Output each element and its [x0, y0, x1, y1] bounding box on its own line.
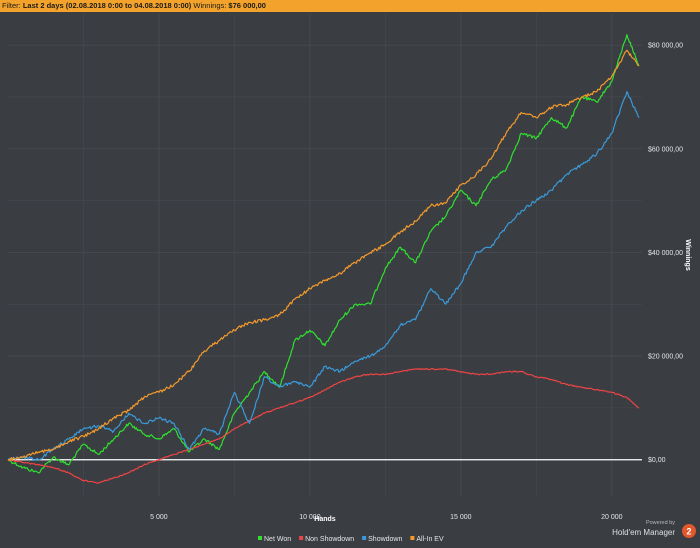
filter-bar: Filter: Last 2 days (02.08.2018 0:00 to …: [0, 0, 700, 12]
series-line-all-in-ev: [7, 49, 640, 462]
legend-label: Showdown: [368, 536, 402, 543]
logo-badge-icon: [682, 524, 696, 538]
legend-swatch: [258, 536, 262, 540]
winnings-chart: 5 000 10 000 15 000 20 000 $0,00$20 000,00$…: [7, 14, 696, 543]
filter-range: Last 2 days (02.08.2018 0:00 to 04.08.20…: [22, 1, 192, 10]
filter-label: Filter:: [2, 1, 21, 10]
legend-item[interactable]: Net Won: [258, 536, 291, 543]
legend-swatch: [410, 536, 415, 540]
y-axis-ticks: $0,00 $20 000,00 $40 000,00 $60 000,00 $80 0…: [648, 43, 683, 465]
x-axis-label: Hands: [314, 516, 336, 523]
legend-label: Net Won: [264, 536, 291, 543]
y-tick-label: $20 000,00: [648, 354, 683, 361]
series-line-net-won: [7, 34, 640, 474]
y-tick-label: $40 000,00: [648, 250, 683, 257]
chart-area: 5 000 10 000 15 000 20 000 $0,00 $20 000,00 $…: [0, 12, 700, 548]
series-layer: [7, 34, 640, 484]
y-tick-label: $0,00: [648, 457, 666, 464]
powered-by-text: Powered by: [646, 520, 675, 526]
x-tick-label: 15 000: [450, 514, 472, 521]
legend-swatch: [362, 536, 367, 540]
grid: [8, 14, 642, 496]
x-axis-ticks: 5 000 10 000 15 000 20 000: [150, 514, 622, 521]
legend-label: Non Showdown: [305, 536, 354, 543]
legend-swatch: [299, 536, 304, 540]
x-tick-label: 5 000: [150, 514, 168, 521]
legend: Net Won Non Showdown Showdown All-In EV: [258, 536, 444, 543]
x-tick-label: 20 000: [601, 514, 623, 521]
series-line-showdown: [7, 91, 640, 462]
legend-item[interactable]: Non Showdown: [299, 536, 354, 543]
x-tick-label: 10 000: [299, 514, 321, 521]
series-line-non-showdown: [7, 367, 640, 484]
winnings-value: $76 000,00: [228, 1, 266, 10]
y-tick-label: $80 000,00: [648, 43, 683, 50]
winnings-label: Winnings:: [193, 1, 227, 10]
branding: Powered by Hold'em Manager 2: [612, 520, 696, 538]
legend-item[interactable]: All-In EV: [410, 536, 444, 543]
y-tick-label: $60 000,00: [648, 146, 683, 153]
product-name: Hold'em Manager: [612, 528, 675, 537]
logo-badge-number: 2: [686, 527, 691, 537]
y-axis-label: Winnings: [684, 239, 691, 271]
legend-item[interactable]: Showdown: [362, 536, 402, 543]
legend-label: All-In EV: [416, 536, 444, 543]
